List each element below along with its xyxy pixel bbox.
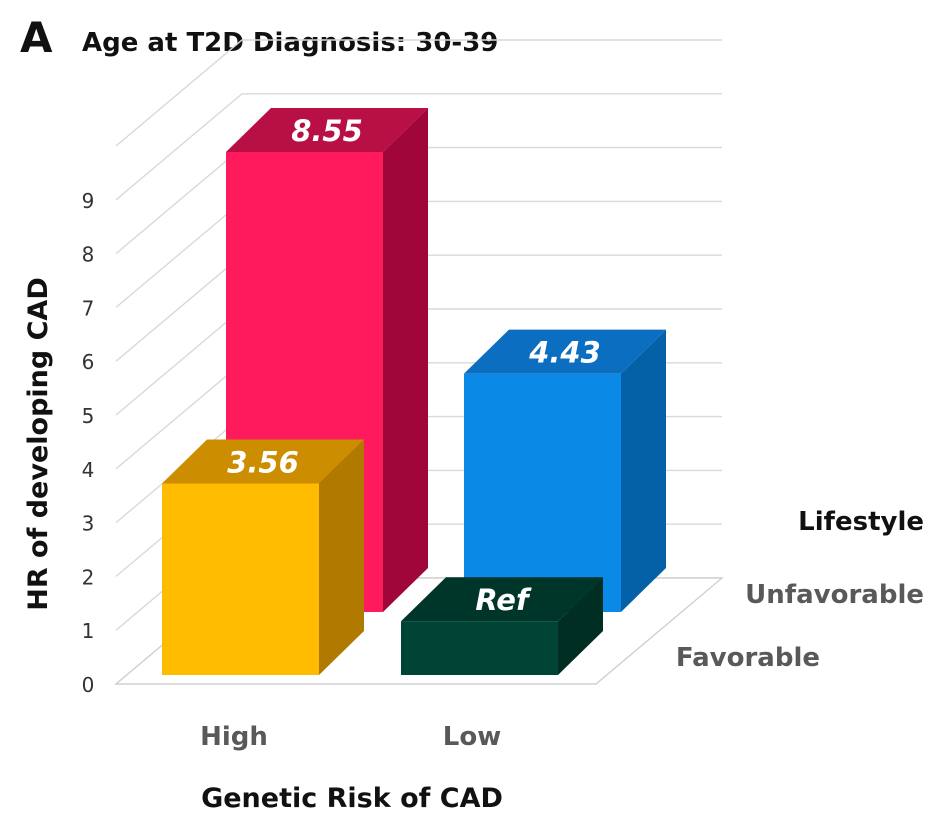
y-tick-label: 9	[82, 189, 95, 213]
y-axis-ticks: 0 1 2 3 4 5 6 7 8 9	[82, 189, 95, 697]
panel-label: A	[20, 13, 53, 62]
y-axis-label: HR of developing CAD	[23, 277, 54, 611]
bar-top	[401, 577, 603, 622]
legend-title: Lifestyle	[798, 507, 924, 537]
legend-entry: Unfavorable	[745, 580, 924, 610]
y-tick-label: 6	[82, 350, 95, 374]
y-tick-label: 5	[82, 404, 95, 428]
chart-title: Age at T2D Diagnosis: 30-39	[82, 28, 498, 58]
bars: 8.55 4.43 3.56 Ref	[162, 108, 666, 675]
bar-value-label: 4.43	[528, 336, 601, 370]
bar-top	[162, 439, 364, 484]
bar-side	[319, 439, 364, 675]
y-tick-label: 3	[82, 512, 95, 536]
bar-front	[464, 373, 621, 612]
x-axis-label: Genetic Risk of CAD	[201, 783, 503, 814]
y-tick-label: 7	[82, 296, 95, 320]
bar-side	[383, 108, 428, 612]
gridline	[115, 39, 722, 147]
gridline	[115, 93, 722, 201]
legend: Lifestyle Unfavorable Favorable	[676, 507, 924, 673]
bar-front	[162, 483, 319, 675]
bar-value-label: 8.55	[291, 114, 363, 148]
x-tick-label: High	[200, 722, 268, 752]
bar-side	[558, 577, 603, 675]
y-tick-label: 1	[82, 619, 95, 643]
y-tick-label: 2	[82, 565, 95, 589]
y-tick-label: 0	[82, 673, 95, 697]
x-tick-label: Low	[443, 722, 501, 752]
y-tick-label: 8	[82, 243, 95, 267]
x-axis-ticks: High Low	[200, 722, 501, 752]
bar-side	[621, 329, 666, 612]
bar-top	[226, 108, 428, 153]
bar-value-label: Ref	[475, 583, 532, 617]
y-tick-label: 4	[82, 458, 95, 482]
bar-top	[464, 329, 666, 374]
bar-front	[401, 621, 558, 675]
legend-entry: Favorable	[676, 643, 820, 673]
bar-value-label: 3.56	[227, 445, 299, 479]
